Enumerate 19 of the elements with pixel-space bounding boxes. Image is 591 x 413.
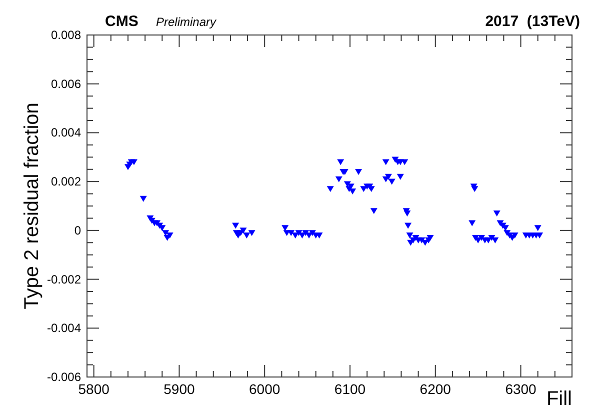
y-tick-label: 0.008 — [50, 28, 82, 42]
text: 2017 (13TeV) — [485, 13, 580, 30]
chart-subtitle: Preliminary — [156, 15, 218, 29]
y-tick-label: 0.006 — [50, 76, 82, 91]
y-tick-label: 0.004 — [50, 126, 82, 140]
x-tick-label: 5900 — [164, 381, 195, 397]
y-tick-label: -0.004 — [46, 321, 82, 336]
x-tick-label: 6100 — [334, 381, 366, 397]
x-tick-label: 5800 — [78, 381, 110, 397]
y-tick-label: 0 — [74, 223, 82, 238]
chart-title: CMS — [105, 13, 138, 30]
y-axis-title: Type 2 residual fraction — [21, 102, 43, 310]
y-tick-label: -0.002 — [46, 272, 82, 286]
x-tick-label: 6200 — [420, 381, 452, 397]
y-tick-label: 0.002 — [50, 174, 82, 189]
x-tick-label: 6000 — [249, 381, 280, 397]
x-tick-label: 6300 — [505, 381, 537, 397]
x-axis-title: Fill — [546, 388, 572, 410]
y-tick-label: -0.006 — [46, 370, 82, 384]
